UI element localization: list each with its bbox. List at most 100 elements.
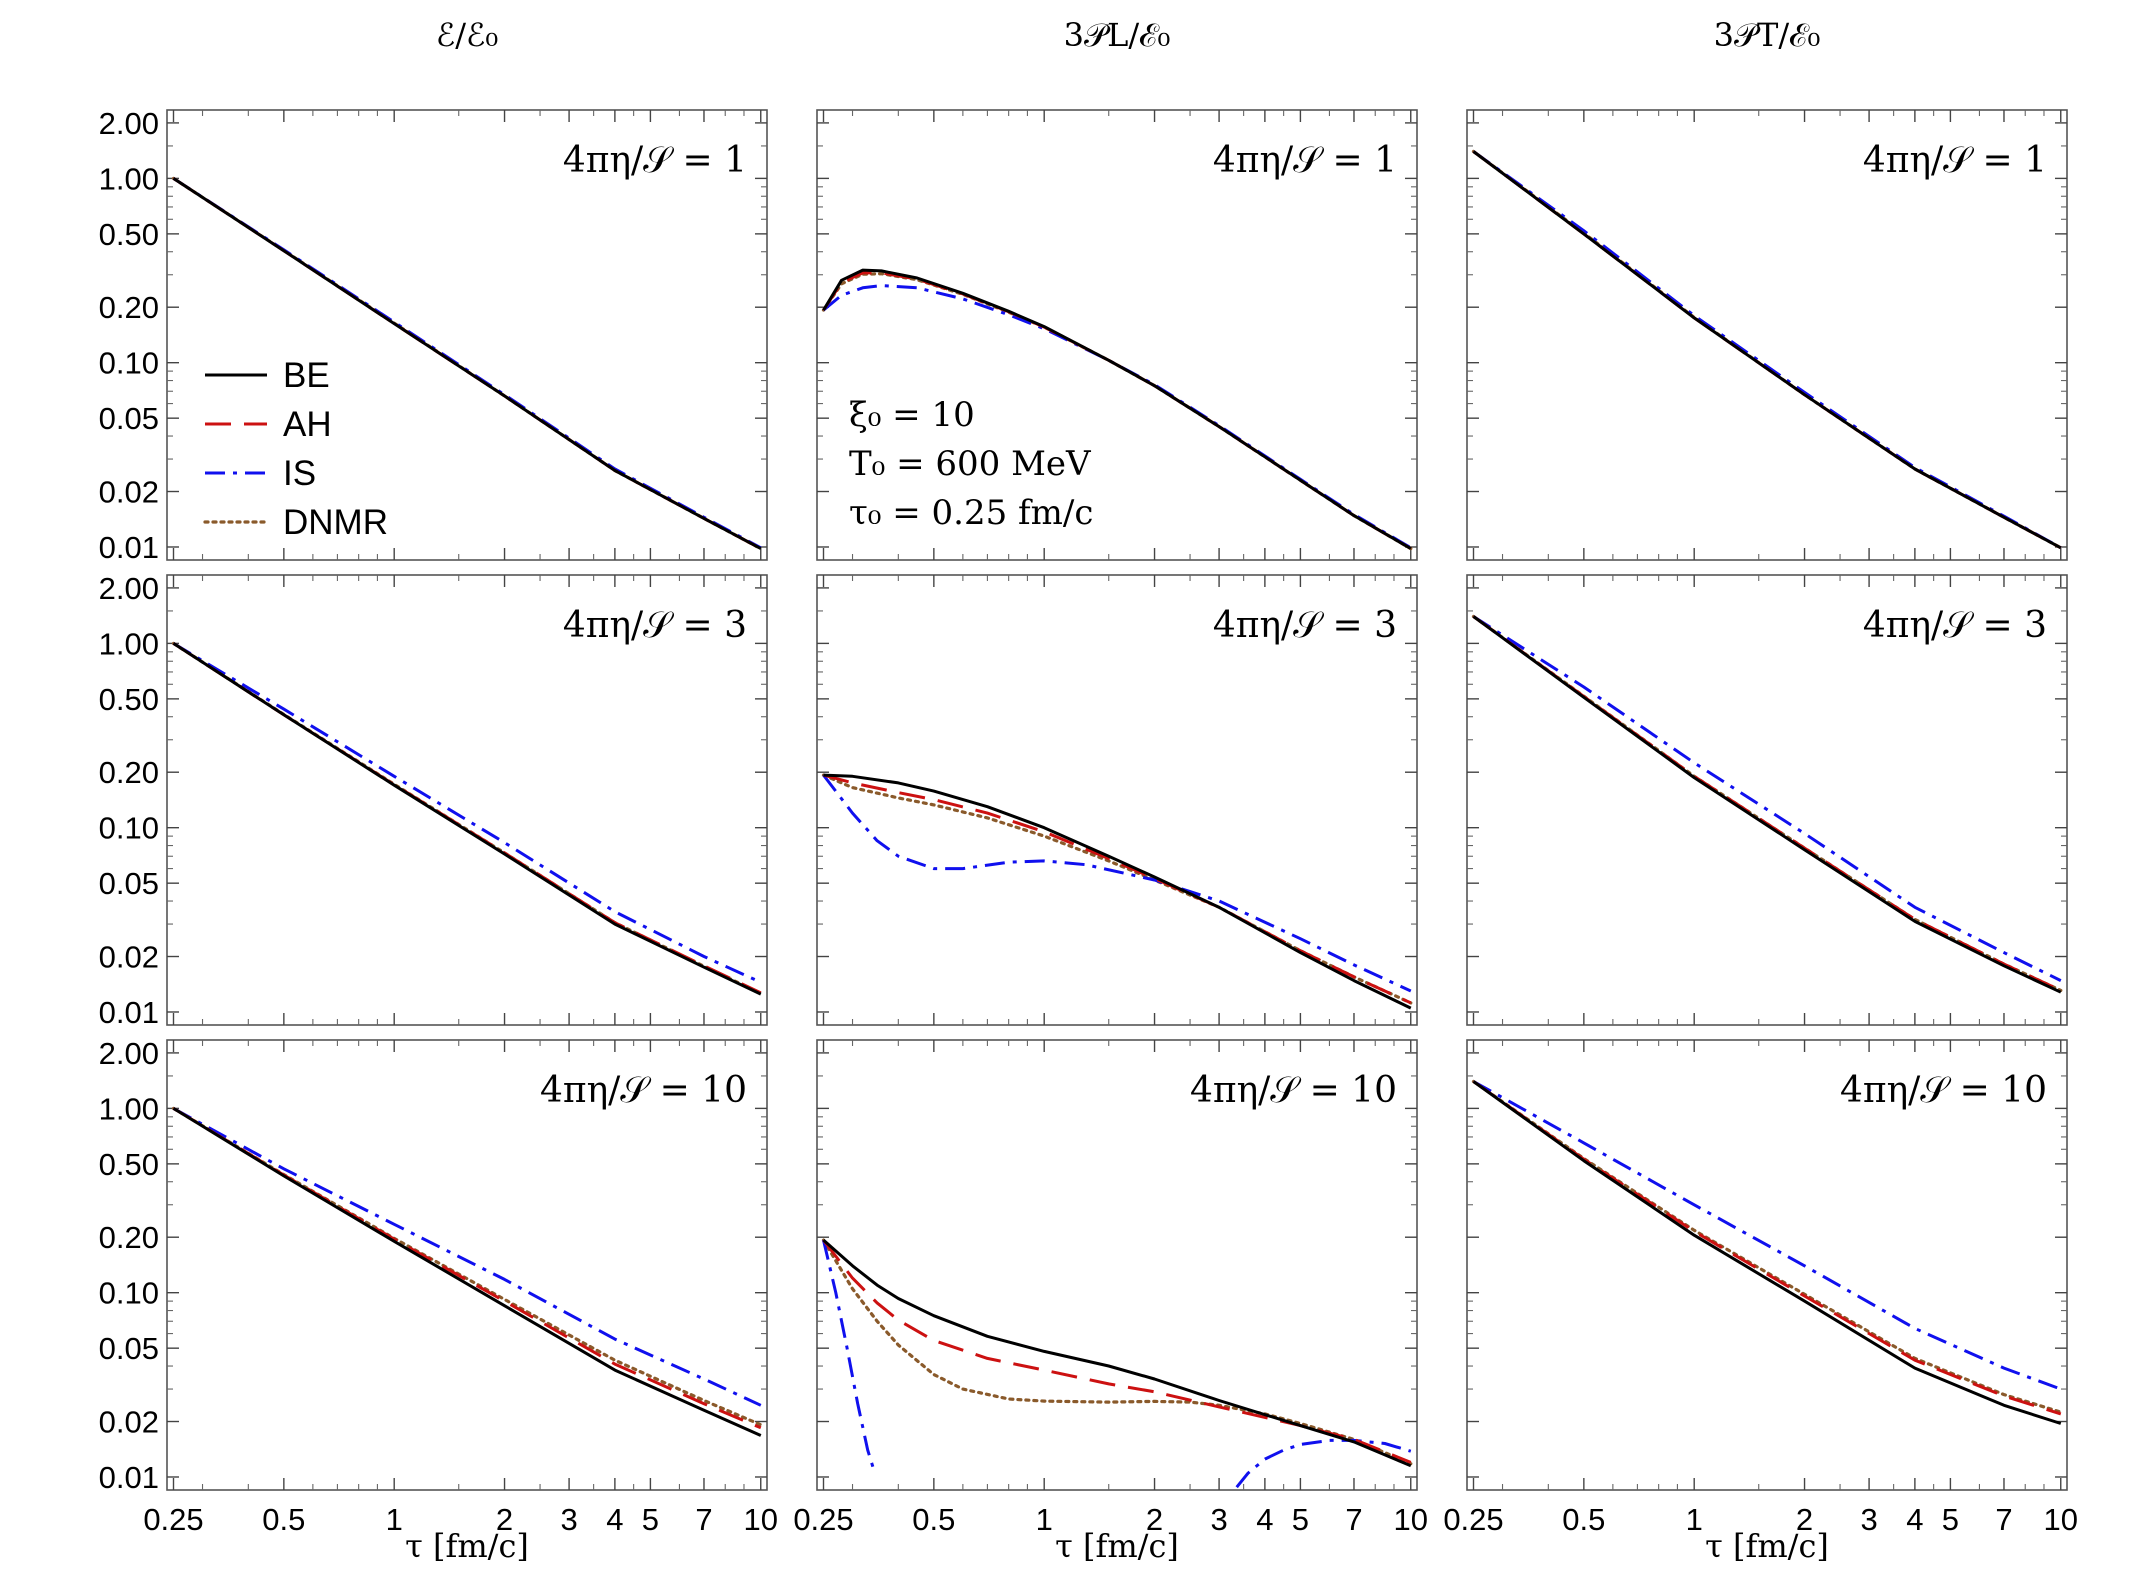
viscosity-label: 4πη/𝒮 = 10 [540, 1070, 747, 1111]
viscosity-label: 4πη/𝒮 = 1 [1863, 140, 2047, 181]
legend-label-ah: AH [283, 405, 332, 444]
x-axis-label: τ [fm/c] [1055, 1527, 1179, 1565]
series-is-line [172, 642, 762, 984]
panel-frame [1466, 1039, 2068, 1491]
y-tick-label: 2.00 [99, 571, 159, 606]
panel-frame [816, 1039, 1418, 1491]
x-tick-label: 0.25 [143, 1502, 203, 1537]
viscosity-label: 4πη/𝒮 = 10 [1190, 1070, 1397, 1111]
y-tick-label: 0.20 [99, 1220, 159, 1255]
panel-frame [1466, 109, 2068, 561]
series-dnmr-line [171, 176, 763, 551]
y-tick-label: 1.00 [99, 626, 159, 661]
x-tick-label: 0.5 [262, 1502, 305, 1537]
viscosity-label: 4πη/𝒮 = 3 [563, 605, 747, 646]
panel-r2-c3: 4πη/𝒮 = 3 [1466, 574, 2068, 1026]
series-ah-line [172, 177, 762, 550]
series-is-line [172, 1107, 762, 1407]
viscosity-label: 4πη/𝒮 = 1 [563, 140, 747, 181]
y-tick-label: 0.01 [99, 1460, 159, 1495]
legend-label-is: IS [283, 454, 316, 493]
series-dnmr-line [1471, 149, 2063, 550]
y-tick-label: 0.20 [99, 290, 159, 325]
legend-label-be: BE [283, 356, 330, 395]
panel-frame [166, 574, 768, 1026]
series-ah-line [172, 1107, 762, 1430]
series-is-line [1235, 1438, 1412, 1489]
y-tick-label: 0.10 [99, 1276, 159, 1311]
x-tick-label: 1 [1686, 1502, 1703, 1537]
y-tick-label: 0.05 [99, 866, 159, 901]
x-tick-label: 0.25 [1443, 1502, 1503, 1537]
x-tick-label: 1 [1036, 1502, 1053, 1537]
x-tick-label: 10 [1394, 1502, 1428, 1537]
x-tick-label: 4 [1906, 1502, 1923, 1537]
x-tick-label: 5 [642, 1502, 659, 1537]
annotation-line-2: T₀ = 600 MeV [849, 444, 1092, 484]
annotation-line-1: ξ₀ = 10 [849, 395, 975, 435]
viscosity-label: 4πη/𝒮 = 1 [1213, 140, 1397, 181]
y-tick-label: 0.50 [99, 682, 159, 717]
panel-r3-c3: 0.25 0.5 1 2 3 4 5 7 10 4πη/𝒮 = 10 [1443, 1039, 2078, 1537]
series-dnmr-line [171, 1106, 763, 1427]
x-tick-label: 4 [606, 1502, 623, 1537]
legend: BE AH IS DNMR [203, 356, 388, 542]
x-tick-label: 7 [695, 1502, 712, 1537]
series-be-line [172, 177, 762, 550]
panel-r1-c2: 4πη/𝒮 = 1 [816, 109, 1418, 561]
x-tick-label: 2 [496, 1502, 513, 1537]
x-tick-label: 7 [1995, 1502, 2012, 1537]
x-tick-label: 3 [1860, 1502, 1877, 1537]
series-be-line [172, 642, 762, 996]
x-tick-label: 4 [1256, 1502, 1273, 1537]
x-tick-label: 10 [744, 1502, 778, 1537]
series-be-line [823, 773, 1412, 1010]
y-tick-label: 0.05 [99, 1331, 159, 1366]
series-ah-line [172, 642, 762, 995]
column-title-2: 3𝒫L/ℰ₀ [1064, 16, 1171, 54]
x-tick-label: 0.25 [793, 1502, 853, 1537]
y-tick-label: 1.00 [99, 1091, 159, 1126]
series-be-line [172, 1107, 762, 1437]
x-tick-label: 0.5 [912, 1502, 955, 1537]
series-dnmr-line [821, 773, 1413, 1005]
series-be-line [1472, 1080, 2062, 1425]
panel-frame [1466, 574, 2068, 1026]
y-tick-label: 0.50 [99, 217, 159, 252]
y-tick-label: 2.00 [99, 1036, 159, 1071]
series-is-line [1472, 1080, 2062, 1391]
panel-r2-c2: 4πη/𝒮 = 3 [816, 574, 1418, 1026]
y-tick-label: 0.02 [99, 1405, 159, 1440]
series-be-line [822, 268, 1412, 550]
panel-r3-c1: 0.01 0.02 0.05 0.10 0.20 0.50 1.00 2.00 0.25 0.5 1… [99, 1036, 778, 1537]
series-dnmr-line [1471, 614, 2063, 992]
y-tick-label: 0.01 [99, 995, 159, 1030]
series-is-line [822, 284, 1412, 550]
series-ah-line [1472, 1080, 2062, 1416]
series-is-line [172, 177, 762, 550]
x-tick-label: 10 [2044, 1502, 2078, 1537]
x-tick-label: 3 [1210, 1502, 1227, 1537]
x-tick-label: 0.5 [1562, 1502, 1605, 1537]
x-tick-label: 7 [1345, 1502, 1362, 1537]
x-tick-label: 2 [1796, 1502, 1813, 1537]
column-title-3: 3𝒫T/ℰ₀ [1714, 16, 1821, 54]
panel-r1-c1: 0.01 0.02 0.05 0.10 0.20 0.50 1.00 2.00 4πη/𝒮 = … [99, 106, 768, 565]
panel-r2-c1: 0.01 0.02 0.05 0.10 0.20 0.50 1.00 2.00 4πη/𝒮 = … [99, 571, 768, 1030]
series-ah-line [823, 773, 1412, 1005]
series-dnmr-line [171, 641, 763, 996]
y-tick-label: 0.50 [99, 1147, 159, 1182]
panel-frame [816, 574, 1418, 1026]
viscosity-label: 4πη/𝒮 = 10 [1840, 1070, 2047, 1111]
y-tick-label: 1.00 [99, 161, 159, 196]
series-be-line [1472, 150, 2062, 550]
x-tick-label: 5 [1292, 1502, 1309, 1537]
panel-frame [166, 1039, 768, 1491]
x-axis-label: τ [fm/c] [405, 1527, 529, 1565]
y-tick-label: 0.02 [99, 940, 159, 975]
series-is-line [1472, 615, 2062, 982]
y-tick-label: 0.05 [99, 401, 159, 436]
series-is-line [822, 1239, 877, 1474]
y-tick-label: 0.20 [99, 755, 159, 790]
